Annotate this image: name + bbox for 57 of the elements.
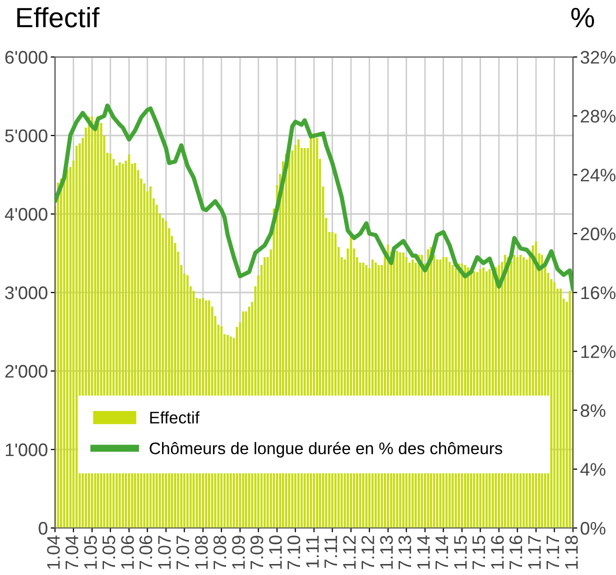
bar — [75, 146, 78, 528]
x-tick-label: 1.06 — [121, 536, 134, 569]
x-tick-label: 1.08 — [195, 536, 208, 569]
x-tick-label: 7.12 — [361, 536, 374, 570]
x-tick-label: 1.15 — [454, 536, 467, 569]
x-tick-label: 1.05 — [84, 536, 97, 569]
x-tick-label: 7.14 — [436, 535, 448, 570]
x-tick-label: 7.09 — [250, 536, 264, 570]
y2-axis-title: % — [571, 8, 594, 28]
legend-label: Effectif — [150, 411, 200, 424]
y-axis-title: Effectif — [17, 7, 100, 28]
y-tick-label: 3'000 — [5, 286, 48, 300]
y2-tick-label: 24% — [580, 168, 616, 182]
y2-tick-label: 32% — [580, 50, 616, 64]
x-tick-label: 1.17 — [528, 536, 541, 569]
y-tick-label: 2'000 — [5, 364, 48, 378]
y2-tick-label: 20% — [580, 228, 616, 240]
y-tick-label: 4'000 — [4, 208, 48, 221]
y-tick-label: 1'000 — [6, 443, 48, 456]
y2-tick-label: 28% — [580, 110, 616, 123]
x-tick-label: 7.16 — [509, 536, 522, 570]
x-tick-label: 7.05 — [102, 536, 116, 570]
x-tick-label: 7.11 — [324, 536, 338, 568]
x-tick-label: 1.07 — [158, 536, 171, 569]
y-tick-label: 6'000 — [5, 50, 48, 64]
x-tick-label: 7.07 — [176, 536, 190, 570]
x-tick-label: 1.14 — [417, 535, 430, 569]
x-tick-label: 7.04 — [65, 535, 78, 570]
x-tick-label: 7.13 — [398, 536, 412, 570]
x-tick-label: 1.13 — [380, 536, 393, 569]
bar — [568, 290, 571, 528]
x-tick-label: 1.16 — [491, 536, 504, 569]
x-tick-label: 7.10 — [287, 536, 300, 570]
y2-tick-label: 4% — [580, 463, 606, 476]
x-tick-label: 7.15 — [472, 536, 486, 570]
bar — [57, 182, 60, 528]
x-tick-label: 1.10 — [269, 536, 282, 569]
x-tick-label: 7.08 — [213, 536, 226, 570]
bar — [553, 282, 556, 528]
legend-label: Chômeurs de longue durée en % des chômeurs — [150, 442, 502, 458]
y2-tick-label: 12% — [581, 345, 616, 358]
x-tick-label: 1.09 — [232, 536, 245, 569]
y-tick-label: 5'000 — [5, 129, 48, 142]
bar — [560, 288, 562, 528]
y2-tick-label: 0% — [580, 522, 606, 535]
line-series — [55, 103, 573, 292]
x-tick-label: 1.04 — [47, 535, 60, 569]
x-tick-label: 1.18 — [565, 536, 578, 569]
x-tick-label: 1.12 — [343, 536, 356, 569]
bar — [66, 169, 68, 528]
y2-tick-label: 16% — [581, 286, 616, 300]
y2-tick-label: 8% — [580, 404, 606, 417]
x-tick-label: 7.17 — [546, 536, 560, 570]
y-tick-label: 0 — [38, 522, 48, 535]
x-tick-label: 1.11 — [306, 536, 319, 568]
bar — [60, 178, 62, 528]
x-tick-label: 7.06 — [139, 536, 152, 570]
